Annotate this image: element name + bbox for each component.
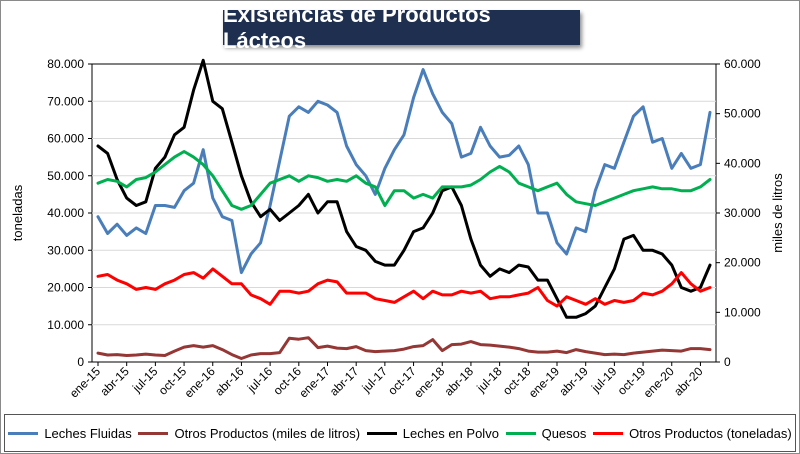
x-tick-label: ene-16 [182, 364, 219, 401]
legend-swatch [138, 431, 169, 435]
y-tick-label: 20.000 [47, 281, 84, 295]
series-line-leches-en-polvo [96, 58, 712, 319]
x-tick-label: jul-18 [473, 364, 505, 396]
y-tick-label: 40.000 [47, 206, 84, 220]
x-tick-label: ene-20 [641, 364, 678, 401]
x-tick-label: ene-15 [67, 364, 104, 401]
legend-item: Otros Productos (miles de litros) [138, 426, 360, 441]
y2-tick-label: 50.000 [724, 107, 761, 121]
x-tick-label: abr-17 [327, 364, 362, 399]
x-tick-label: jul-15 [129, 364, 161, 396]
y-tick-label: 0 [77, 355, 84, 369]
y-tick-label: 60.000 [47, 132, 84, 146]
legend: Leches Fluidas Otros Productos (miles de … [4, 414, 796, 452]
x-tick-label: jul-17 [359, 364, 391, 396]
y2-tick-label: 60.000 [724, 57, 761, 71]
y-axis-left-label: toneladas [10, 184, 25, 241]
x-tick-label: abr-16 [212, 364, 247, 399]
legend-swatch [505, 431, 536, 435]
legend-label: Otros Productos (miles de litros) [174, 425, 361, 441]
legend-item: Quesos [505, 425, 587, 441]
y2-tick-label: 0 [724, 355, 731, 369]
legend-item: Leches en Polvo [366, 425, 499, 441]
x-tick-label: jul-16 [244, 364, 276, 396]
x-tick-label: abr-20 [671, 364, 706, 399]
series-line-otros-productos-toneladas [96, 267, 712, 308]
y-tick-label: 80.000 [47, 57, 84, 71]
series-lines [96, 58, 712, 360]
legend-swatch [8, 431, 39, 435]
y-tick-label: 30.000 [47, 243, 84, 257]
y-tick-label: 70.000 [47, 94, 84, 108]
x-tick-label: ene-17 [296, 364, 333, 401]
series-line-otros-productos-miles-de-litros [96, 336, 712, 360]
x-tick-label: ene-19 [526, 364, 563, 401]
y2-tick-label: 20.000 [724, 256, 761, 270]
legend-item: Leches Fluidas [8, 425, 132, 441]
series-line-quesos [96, 150, 712, 211]
y-axis-right-label: miles de litros [770, 173, 785, 253]
y2-tick-label: 10.000 [724, 305, 761, 319]
legend-label: Leches Fluidas [44, 425, 132, 441]
legend-swatch [593, 431, 624, 435]
y-tick-label: 10.000 [47, 318, 84, 332]
legend-label: Otros Productos (toneladas) [629, 425, 792, 441]
x-tick-label: abr-19 [556, 364, 591, 399]
legend-item: Otros Productos (toneladas) [593, 426, 792, 441]
y-tick-label: 50.000 [47, 169, 84, 183]
y-axis-right-ticks: 0 10.000 20.000 30.000 40.000 50.000 60.000 [716, 57, 761, 369]
x-tick-label: abr-18 [442, 364, 477, 399]
legend-label: Leches en Polvo [402, 425, 499, 441]
y-axis-left-ticks: 0 10.000 20.000 30.000 40.000 50.000 60.000 70.… [47, 57, 92, 369]
legend-label: Quesos [541, 425, 587, 441]
x-tick-label: jul-19 [588, 364, 620, 396]
x-tick-label: abr-15 [97, 364, 132, 399]
legend-swatch [366, 431, 397, 435]
x-axis-ticks: ene-15abr-15jul-15oct-15ene-16abr-16jul-… [67, 362, 706, 401]
y2-tick-label: 30.000 [724, 206, 761, 220]
x-tick-label: ene-18 [411, 364, 448, 401]
y2-tick-label: 40.000 [724, 156, 761, 170]
